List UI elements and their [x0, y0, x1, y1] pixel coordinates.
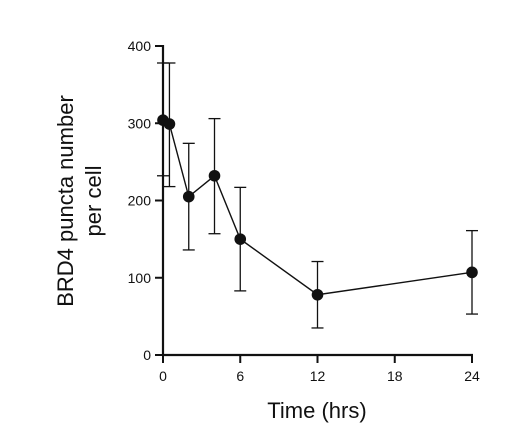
x-tick-label: 12: [310, 368, 326, 384]
x-tick-label: 0: [159, 368, 167, 384]
series-group: [157, 62, 478, 329]
data-point: [311, 288, 324, 301]
y-tick-label: 200: [128, 193, 152, 209]
x-tick-label: 6: [236, 368, 244, 384]
y-axis-ticks: 0 100 200 300 400: [128, 38, 163, 363]
y-tick-label: 300: [128, 115, 152, 131]
data-point: [234, 233, 247, 245]
y-axis-title-line-1: BRD4 puncta number: [53, 95, 78, 307]
x-axis-title: Time (hrs): [267, 398, 366, 423]
x-tick-label: 18: [387, 368, 403, 384]
x-tick-label: 24: [464, 368, 480, 384]
y-tick-label: 400: [128, 38, 152, 54]
data-point: [163, 118, 176, 130]
y-tick-label: 100: [128, 270, 152, 286]
y-tick-label: 0: [143, 347, 151, 363]
x-axis-ticks: 0 6 12 18 24: [159, 355, 480, 384]
y-axis-title-line-2: per cell: [81, 166, 106, 237]
data-point: [182, 190, 195, 203]
data-point: [208, 169, 221, 182]
data-point: [466, 266, 478, 279]
